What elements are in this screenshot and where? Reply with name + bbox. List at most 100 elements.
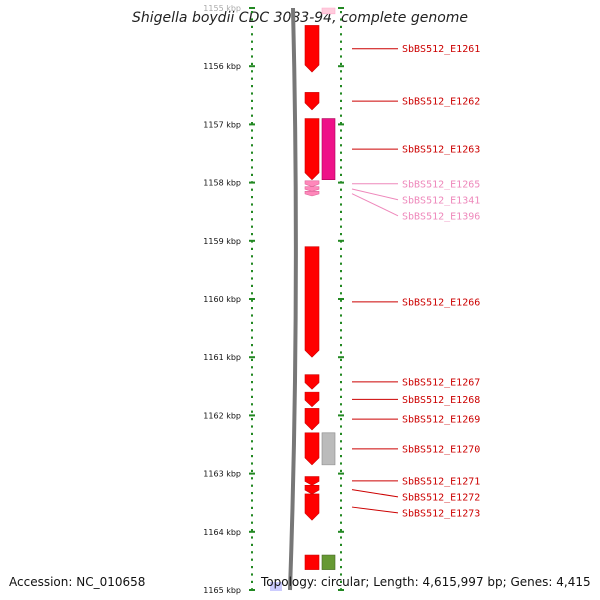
minor-tick bbox=[251, 11, 253, 14]
tick-label: 1158 kbp bbox=[203, 179, 241, 188]
minor-tick bbox=[251, 233, 253, 236]
minor-tick bbox=[251, 321, 253, 324]
minor-tick bbox=[340, 262, 342, 265]
minor-tick bbox=[251, 107, 253, 110]
minor-tick bbox=[340, 136, 342, 139]
gene-label: SbBS512_E1270 bbox=[402, 444, 480, 455]
minor-tick bbox=[251, 25, 253, 28]
gene-label-leader bbox=[351, 489, 399, 498]
gene-label-leader bbox=[351, 506, 399, 514]
minor-tick bbox=[340, 144, 342, 147]
gene-label: SbBS512_E1261 bbox=[402, 44, 480, 55]
minor-tick bbox=[340, 499, 342, 502]
minor-tick bbox=[251, 292, 253, 295]
gene-label: SbBS512_E1268 bbox=[402, 395, 480, 406]
minor-tick bbox=[251, 358, 253, 361]
minor-tick bbox=[340, 292, 342, 295]
minor-tick bbox=[251, 255, 253, 258]
minor-tick bbox=[340, 484, 342, 487]
minor-tick bbox=[251, 351, 253, 354]
minor-tick bbox=[340, 48, 342, 51]
gene-label: SbBS512_E1265 bbox=[402, 179, 480, 190]
major-tick bbox=[338, 298, 344, 300]
major-tick bbox=[338, 239, 344, 242]
tick-label: 1155 kbp bbox=[203, 4, 241, 13]
major-tick bbox=[249, 181, 255, 184]
minor-tick bbox=[251, 462, 253, 465]
gene-label-leader bbox=[351, 188, 399, 201]
minor-tick bbox=[251, 425, 253, 428]
gene-label: SbBS512_E1262 bbox=[402, 97, 480, 108]
minor-tick bbox=[340, 344, 342, 347]
minor-tick bbox=[340, 307, 342, 310]
minor-tick bbox=[251, 40, 253, 43]
minor-tick bbox=[251, 551, 253, 554]
minor-tick bbox=[340, 25, 342, 28]
minor-tick bbox=[340, 11, 342, 14]
minor-tick bbox=[251, 403, 253, 406]
minor-tick bbox=[251, 122, 253, 125]
major-tick bbox=[338, 65, 344, 68]
minor-tick bbox=[340, 114, 342, 117]
minor-tick bbox=[340, 77, 342, 80]
minor-tick bbox=[251, 166, 253, 169]
minor-tick bbox=[251, 484, 253, 487]
gene-feature bbox=[304, 432, 320, 466]
minor-tick bbox=[340, 210, 342, 213]
minor-tick bbox=[251, 262, 253, 265]
gene-feature bbox=[304, 180, 320, 187]
minor-tick bbox=[251, 432, 253, 435]
minor-tick bbox=[251, 388, 253, 391]
minor-tick bbox=[251, 92, 253, 95]
major-tick bbox=[338, 472, 344, 475]
minor-tick bbox=[340, 573, 342, 576]
minor-tick bbox=[251, 277, 253, 280]
minor-tick bbox=[340, 373, 342, 376]
minor-tick bbox=[340, 514, 342, 517]
minor-tick bbox=[251, 410, 253, 413]
minor-tick bbox=[251, 529, 253, 532]
minor-tick bbox=[340, 447, 342, 450]
minor-tick bbox=[251, 188, 253, 191]
minor-tick bbox=[340, 329, 342, 332]
minor-tick bbox=[340, 92, 342, 95]
gene-label: SbBS512_E1396 bbox=[402, 211, 480, 222]
tick-label: 1162 kbp bbox=[203, 411, 241, 420]
minor-tick bbox=[340, 299, 342, 302]
minor-tick bbox=[251, 144, 253, 147]
minor-tick bbox=[340, 151, 342, 154]
minor-tick bbox=[340, 366, 342, 369]
tick-label: 1159 kbp bbox=[203, 237, 241, 246]
page-title: Shigella boydii CDC 3083-94, complete ge… bbox=[131, 10, 469, 26]
gene-label: SbBS512_E1273 bbox=[402, 508, 480, 519]
tick-label: 1160 kbp bbox=[203, 295, 241, 304]
minor-tick bbox=[340, 33, 342, 36]
major-tick bbox=[249, 530, 255, 533]
minor-tick bbox=[340, 85, 342, 88]
tick-label: 1157 kbp bbox=[203, 120, 241, 129]
major-tick bbox=[338, 414, 344, 417]
minor-tick bbox=[251, 447, 253, 450]
gene-feature bbox=[304, 25, 320, 73]
gene-feature bbox=[304, 118, 320, 181]
minor-tick bbox=[340, 492, 342, 495]
tick-label: 1164 kbp bbox=[203, 528, 241, 537]
minor-tick bbox=[340, 529, 342, 532]
minor-tick bbox=[340, 277, 342, 280]
minor-tick bbox=[251, 492, 253, 495]
minor-tick bbox=[251, 566, 253, 569]
gene-feature bbox=[304, 476, 320, 486]
minor-tick bbox=[251, 395, 253, 398]
minor-tick bbox=[251, 329, 253, 332]
minor-tick bbox=[340, 425, 342, 428]
major-tick bbox=[249, 7, 255, 9]
minor-tick bbox=[251, 344, 253, 347]
minor-tick bbox=[251, 114, 253, 117]
accession-text: Accession: NC_010658 bbox=[9, 575, 146, 589]
gene-feature bbox=[304, 408, 320, 431]
minor-tick bbox=[340, 506, 342, 509]
gene-label: SbBS512_E1263 bbox=[402, 145, 480, 156]
gene-feature bbox=[321, 7, 336, 15]
minor-tick bbox=[251, 558, 253, 561]
